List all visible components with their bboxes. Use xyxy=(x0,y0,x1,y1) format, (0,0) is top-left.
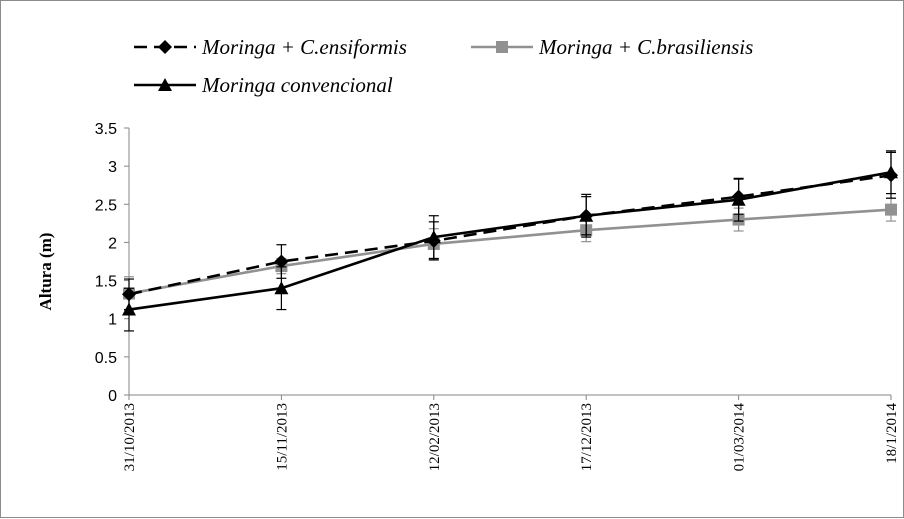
y-tick-label: 3 xyxy=(108,159,117,176)
y-tick-label: 3.5 xyxy=(95,121,117,138)
legend-marker xyxy=(158,78,172,91)
x-tick-label: 17/12/2013 xyxy=(579,403,595,471)
series-diamond xyxy=(122,151,898,311)
legend: Moringa + C.ensiformis Moringa + C.brasil… xyxy=(134,35,753,97)
legend-label: Moringa + C.brasiliensis xyxy=(538,35,753,59)
y-tick-label: 2 xyxy=(108,235,117,252)
legend-item: Moringa convencional xyxy=(134,73,393,97)
x-tick-label: 12/02/2013 xyxy=(427,403,443,471)
series-triangle xyxy=(122,150,898,332)
series-line xyxy=(128,174,892,296)
x-tick-label: 31/10/2013 xyxy=(122,403,138,471)
series-line xyxy=(128,208,892,295)
legend-item: Moringa + C.brasiliensis xyxy=(471,35,753,59)
legend-label: Moringa convencional xyxy=(201,73,393,97)
y-tick-label: 1.5 xyxy=(95,274,117,291)
data-point xyxy=(426,233,441,248)
y-tick-label: 0.5 xyxy=(95,350,117,367)
data-point xyxy=(274,281,289,295)
x-tick-label: 18/1/2014 xyxy=(884,403,900,464)
series-line xyxy=(128,170,892,311)
legend-label: Moringa + C.ensiformis xyxy=(201,35,407,59)
data-point xyxy=(274,254,289,269)
data-point xyxy=(122,287,136,302)
x-tick-label: 01/03/2014 xyxy=(732,403,748,472)
legend-item: Moringa + C.ensiformis xyxy=(134,35,407,59)
data-point xyxy=(579,208,594,223)
legend-marker xyxy=(496,41,508,53)
y-tick-label: 0 xyxy=(108,388,117,405)
axes: 0 0.5 1 1.5 2 2.5 3 3.5 31/10/2013 15/11/2013 12/0… xyxy=(36,121,900,471)
data-point xyxy=(885,203,897,216)
y-tick-label: 1 xyxy=(108,312,117,329)
y-tick-label: 2.5 xyxy=(95,197,117,214)
y-axis-label: Altura (m) xyxy=(36,233,55,311)
data-point xyxy=(884,168,898,183)
series-group xyxy=(122,150,898,332)
legend-marker xyxy=(158,40,172,54)
x-tick-label: 15/11/2013 xyxy=(274,403,290,471)
data-point xyxy=(731,189,746,204)
